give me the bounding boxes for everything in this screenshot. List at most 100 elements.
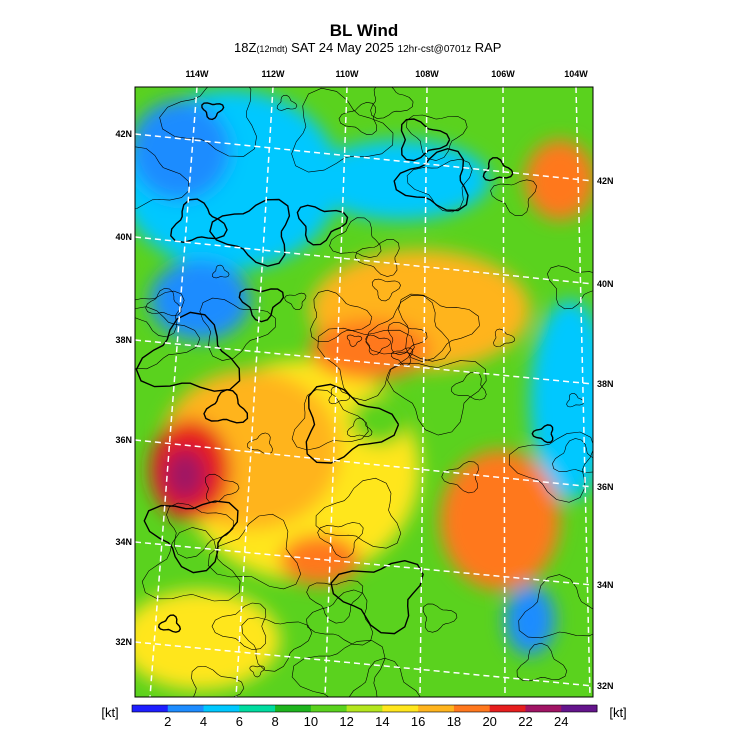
contour [328, 386, 350, 405]
contour [518, 574, 593, 639]
contour [398, 293, 480, 362]
contour [284, 292, 307, 310]
contour [135, 290, 185, 338]
contour [400, 118, 451, 162]
colorbar-label: 14 [375, 714, 389, 729]
contour [170, 198, 228, 244]
contour [310, 289, 373, 343]
contour [365, 334, 391, 356]
contour [157, 614, 182, 633]
contour [306, 589, 374, 646]
contour [348, 657, 421, 697]
lat-label-left: 36N [115, 435, 132, 445]
contour [135, 306, 201, 370]
colorbar-label: 10 [304, 714, 318, 729]
colorbar-swatch [525, 705, 562, 712]
contour [145, 288, 182, 317]
contour [296, 204, 349, 246]
lon-label: 110W [335, 69, 359, 79]
lat-line [135, 641, 593, 687]
lat-line [135, 133, 593, 182]
contour [291, 639, 386, 697]
contour [201, 102, 225, 121]
contour [387, 321, 428, 356]
colorbar-label: 8 [271, 714, 278, 729]
colorbar: 2 4 6 8 10 12 14 16 18 20 22 24 [131, 704, 598, 729]
wind-shading [135, 90, 593, 690]
contour [451, 371, 487, 401]
contour [141, 527, 241, 602]
lon-line [324, 87, 348, 697]
contour [516, 642, 568, 682]
contour [387, 360, 487, 436]
contours [135, 87, 593, 697]
contour [547, 265, 593, 310]
lon-label: 112W [261, 69, 285, 79]
lon-line [235, 87, 274, 697]
colorbar-label: 24 [554, 714, 568, 729]
lat-label-left: 40N [115, 232, 132, 242]
contour [490, 179, 537, 216]
colorbar-swatch [132, 705, 169, 712]
colorbar-label: 12 [339, 714, 353, 729]
contour [135, 146, 190, 210]
contour [365, 295, 451, 362]
lat-label-right: 38N [597, 379, 614, 389]
lon-label: 104W [564, 69, 588, 79]
lat-label-right: 40N [597, 279, 614, 289]
colorbar-label: 2 [164, 714, 171, 729]
contour [422, 603, 458, 633]
colorbar-swatch [489, 705, 526, 712]
colorbar-label: 20 [482, 714, 496, 729]
contour [391, 347, 414, 367]
lat-label-left: 32N [115, 637, 132, 647]
contour [211, 264, 230, 279]
lat-label-left: 34N [115, 537, 132, 547]
map-field [135, 87, 593, 697]
contour [441, 461, 479, 494]
lat-label-right: 42N [597, 176, 614, 186]
colorbar-swatch [453, 705, 491, 712]
lon-label: 114W [185, 69, 209, 79]
subtitle-part: SAT 24 May 2025 [287, 40, 397, 55]
lat-label-right: 36N [597, 482, 614, 492]
contour [199, 297, 276, 361]
contour [317, 522, 364, 558]
contour [508, 431, 593, 503]
lat-label-right: 34N [597, 580, 614, 590]
contour [566, 393, 585, 408]
lat-label-left: 38N [115, 335, 132, 345]
contour [338, 101, 378, 135]
subtitle-part: 18Z [234, 40, 256, 55]
grid [135, 87, 593, 697]
lon-label: 108W [415, 69, 439, 79]
contour [305, 383, 400, 464]
lat-label-left: 42N [115, 129, 132, 139]
coordinate-labels: 114W 112W 110W 108W 106W 104W 42N 40N 38N 36N 34N 3… [115, 69, 613, 691]
colorbar-label: 4 [200, 714, 207, 729]
contour [406, 114, 468, 161]
unit-right: [kt] [609, 705, 626, 720]
subtitle: 18Z(12mdt) SAT 24 May 2025 12hr-cst@0701… [216, 40, 512, 55]
lat-line [135, 339, 593, 385]
contour [306, 580, 364, 624]
contour [315, 477, 402, 549]
contour [203, 388, 249, 424]
colorbar-swatch [418, 705, 455, 712]
unit-left: [kt] [101, 705, 118, 720]
colorbar-swatch [346, 705, 383, 712]
title: BL Wind [330, 21, 398, 40]
subtitle-part: (12mdt) [256, 44, 287, 54]
contour [291, 87, 394, 173]
colorbar-swatch [275, 705, 312, 712]
lon-line [502, 87, 506, 697]
contour [204, 473, 240, 504]
colorbar-label: 6 [236, 714, 243, 729]
lon-line [575, 87, 591, 697]
colorbar-label: 16 [411, 714, 425, 729]
contour [211, 602, 267, 650]
contour [207, 513, 302, 590]
contour [276, 94, 298, 111]
contour [191, 666, 245, 697]
lat-line [135, 541, 593, 586]
